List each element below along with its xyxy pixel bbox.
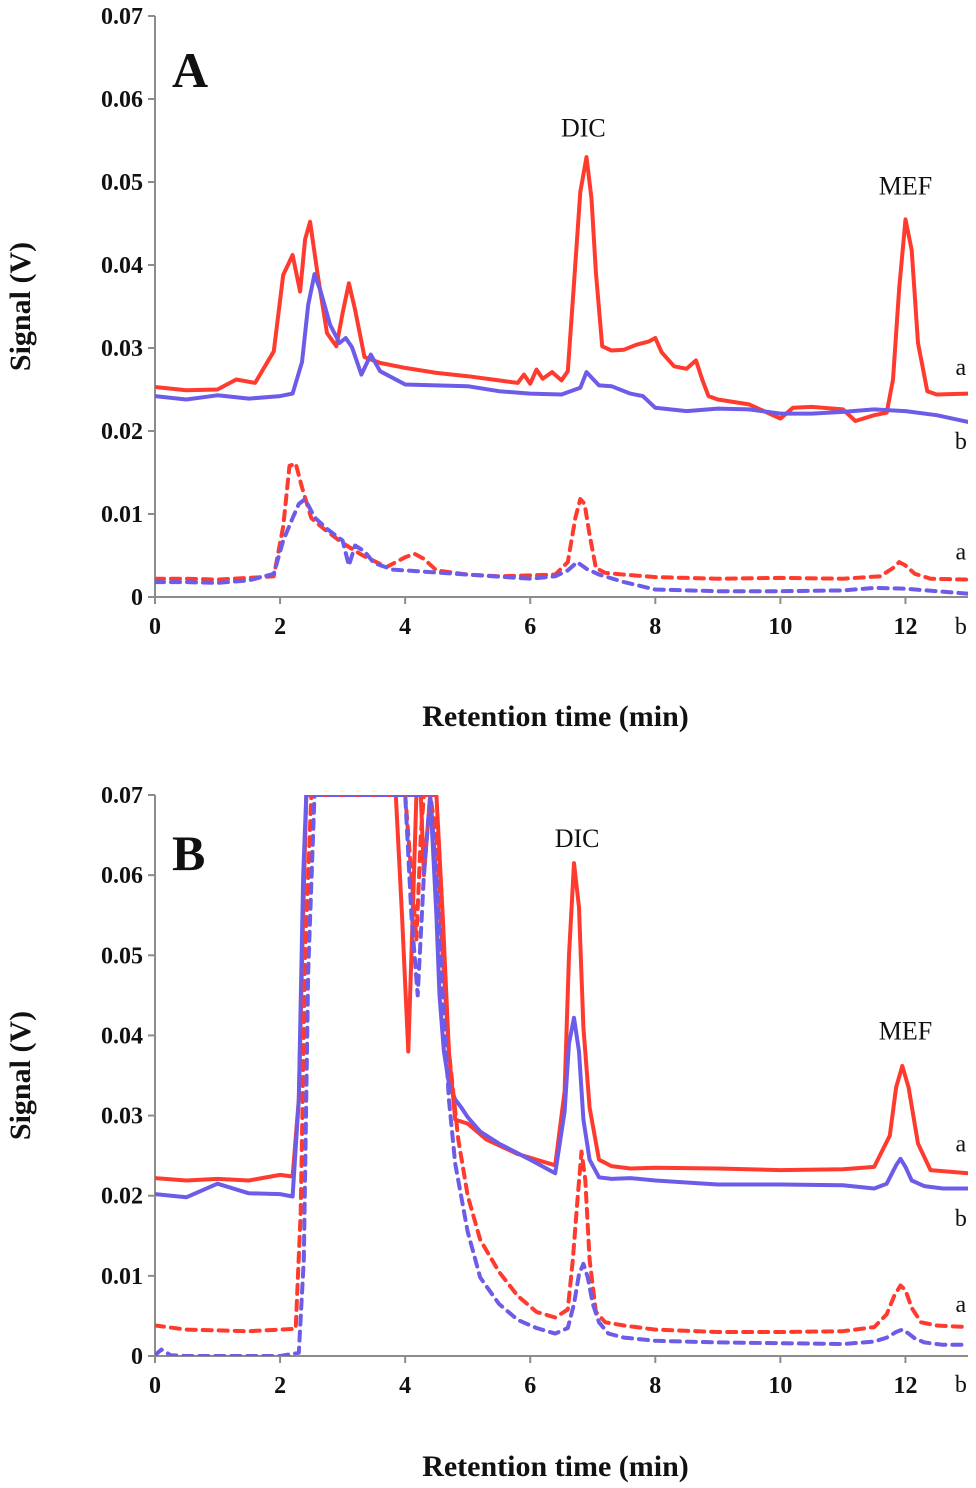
panel-b-series-a-dashed-line [155,795,968,1334]
panel-a-peak-annotation: MEF [879,171,932,200]
panel-b-y-tick-label: 0.02 [101,1184,143,1210]
panel-a-y-tick-label: 0.01 [101,502,143,528]
panel-b-y-tick-label: 0.01 [101,1264,143,1290]
panel-b-series-b-solid-line [155,795,968,1200]
panel-b-y-tick-label: 0.03 [101,1104,143,1130]
panel-b-panel-letter: B [172,825,205,881]
panel-a-peak-annotation: DIC [561,113,606,142]
panel-b-x-tick-label: 12 [893,1373,917,1399]
panel-b-x-tick-label: 10 [768,1373,792,1399]
panel-b-curve-label-a: a [956,1132,967,1158]
panel-b-x-tick-label: 6 [524,1373,536,1399]
panel-a-y-tick-label: 0.07 [101,4,143,30]
panel-a-x-tick-label: 10 [768,614,792,640]
panel-a-x-tick-label: 12 [893,614,917,640]
panel-a-y-tick-label: 0.06 [101,87,143,113]
panel-b-x-tick-label: 4 [399,1373,411,1399]
panel-b-x-tick-label: 2 [274,1373,286,1399]
panel-b-y-axis-title: Signal (V) [4,1011,37,1140]
panel-a-curve-label-a: a [956,355,967,381]
panel-b-y-tick-label: 0.07 [101,783,143,809]
panel-b-series-b-dashed-line [155,795,968,1356]
panel-b-y-tick-label: 0.05 [101,943,143,969]
panel-b-y-tick-label: 0 [131,1344,143,1370]
panel-a-panel-letter: A [172,42,208,98]
panel-a-chart: 0 0.01 0.02 0.03 0.04 0.05 0.06 0.07 0 2 4 6 8 10 12 Re… [4,4,968,733]
panel-b-curve-label-b: b [955,1372,967,1398]
panel-b-series-a-solid-line [155,795,968,1183]
panel-b-curve-label-b: b [955,1206,967,1232]
panel-a-x-tick-label: 0 [149,614,161,640]
panel-a-series-a-dashed-line [155,461,968,582]
panel-b-x-tick-label: 0 [149,1373,161,1399]
panel-b-peak-annotation: DIC [555,824,600,853]
panel-a-series-b-dashed-line [155,497,968,596]
panel-b-curve-label-a: a [956,1292,967,1318]
panel-b-chart: 0 0.01 0.02 0.03 0.04 0.05 0.06 0.07 0 2 4 6 8 10 12 Re… [4,783,968,1483]
panel-a-curve-label-b: b [955,429,967,455]
panel-b-y-tick-label: 0.06 [101,863,143,889]
panel-b-x-axis-title: Retention time (min) [422,1450,689,1483]
panel-a-curve-label-a: a [956,539,967,565]
panel-b-y-tick-label: 0.04 [101,1023,143,1049]
panel-b-x-tick-label: 8 [649,1373,661,1399]
panel-a-y-tick-label: 0.03 [101,336,143,362]
panel-a-x-tick-label: 4 [399,614,411,640]
panel-a-x-tick-label: 2 [274,614,286,640]
panel-a-x-tick-label: 8 [649,614,661,640]
panel-a-series-b-solid-line [155,272,968,424]
panel-a-y-axis-title: Signal (V) [4,242,37,371]
panel-a-y-tick-label: 0.05 [101,170,143,196]
panel-a-y-tick-label: 0 [131,585,143,611]
panel-a-x-tick-label: 6 [524,614,536,640]
panel-a-curve-label-b: b [955,614,967,640]
panel-a-y-tick-label: 0.04 [101,253,143,279]
panel-b-peak-annotation: MEF [879,1016,932,1045]
panel-a-y-tick-label: 0.02 [101,419,143,445]
panel-a-x-axis-title: Retention time (min) [422,700,689,733]
